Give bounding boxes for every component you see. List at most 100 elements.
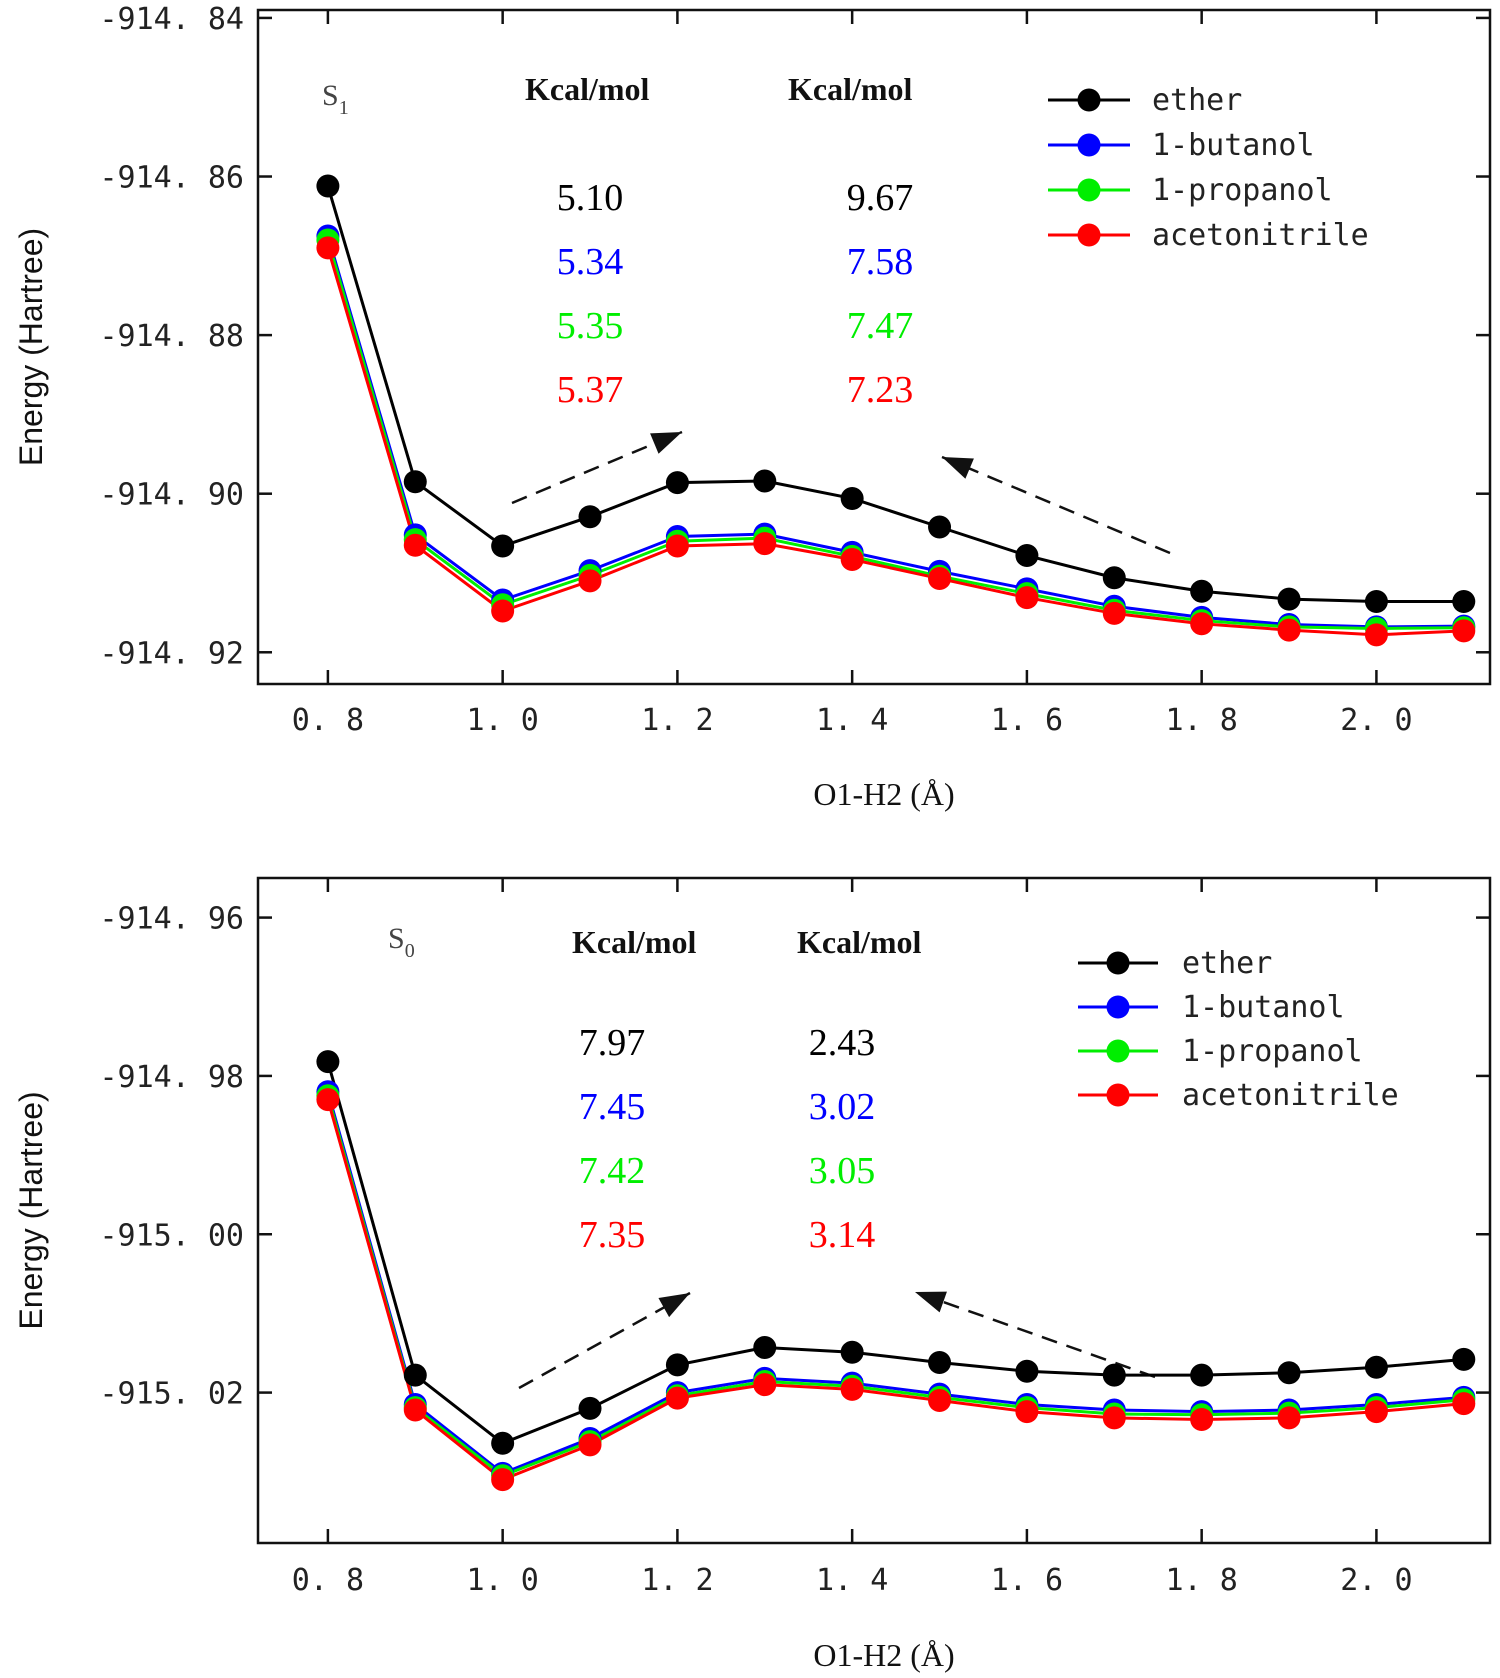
s1-series-line-ether <box>326 185 1464 604</box>
s0-legend-marker <box>1106 995 1130 1019</box>
s0-point-ether <box>1015 1359 1039 1383</box>
s0-y-tick-label: -914. 96 <box>100 902 245 937</box>
s0-series-line-1-propanol <box>326 1095 1464 1478</box>
s0-panel: -915. 02 -915. 00 -914. 98 -914. 96 0. 8 1. 0… <box>0 860 1500 1678</box>
s1-legend-marker <box>1077 223 1101 247</box>
s0-point-acetonitrile <box>665 1386 689 1410</box>
s0-barrier-left-value: 7.97 <box>579 1022 646 1064</box>
s1-point-acetonitrile <box>1277 618 1301 642</box>
s0-point-ether <box>1452 1347 1476 1371</box>
s1-x-tick-label: 0. 8 <box>292 703 364 738</box>
s0-point-acetonitrile <box>1364 1400 1388 1424</box>
s1-x-tick-label: 1. 8 <box>1166 703 1238 738</box>
s1-point-acetonitrile <box>928 567 952 591</box>
s1-legend-label: ether <box>1152 83 1242 118</box>
s0-point-acetonitrile <box>491 1468 515 1492</box>
s0-legend-label: 1-propanol <box>1182 1034 1363 1069</box>
s0-series-line-acetonitrile <box>326 1099 1464 1482</box>
s0-series-line-ether <box>326 1061 1464 1445</box>
s0-legend-label: ether <box>1182 946 1272 981</box>
s1-point-ether <box>316 174 340 198</box>
s0-x-tick-label: 1. 8 <box>1166 1563 1238 1598</box>
s1-point-acetonitrile <box>753 532 777 556</box>
s0-x-tick-label: 0. 8 <box>292 1563 364 1598</box>
s1-x-tick-label: 1. 2 <box>641 703 713 738</box>
s1-point-acetonitrile <box>316 236 340 260</box>
s1-point-acetonitrile <box>840 548 864 572</box>
s1-point-acetonitrile <box>1364 623 1388 647</box>
s1-point-ether <box>1102 566 1126 590</box>
s0-point-ether <box>840 1340 864 1364</box>
s1-plot-frame <box>256 8 1492 686</box>
s1-point-ether <box>840 486 864 510</box>
s1-y-tick-label: -914. 92 <box>100 636 245 671</box>
s1-point-acetonitrile <box>578 569 602 593</box>
s1-legend-marker <box>1077 133 1101 157</box>
s0-point-acetonitrile <box>316 1088 340 1112</box>
s1-barrier-left-value: 5.10 <box>557 177 624 219</box>
s1-legend-label: acetonitrile <box>1152 218 1369 253</box>
s1-y-tick-label: -914. 86 <box>100 161 245 196</box>
s1-legend-label: 1-propanol <box>1152 173 1333 208</box>
s1-point-ether <box>491 534 515 558</box>
s1-point-ether <box>403 470 427 494</box>
s0-dashed-arrow-head <box>658 1293 690 1318</box>
s1-point-acetonitrile <box>491 599 515 623</box>
s0-point-ether <box>1190 1363 1214 1387</box>
s0-point-ether <box>403 1363 427 1387</box>
s1-barrier-right-value: 9.67 <box>847 177 914 219</box>
s0-legend-marker <box>1106 1039 1130 1063</box>
s0-point-acetonitrile <box>1452 1392 1476 1416</box>
s1-barrier-left-value: 5.35 <box>557 305 624 347</box>
s1-y-axis-title: Energy (Hartree) <box>13 228 49 466</box>
s1-point-acetonitrile <box>665 534 689 558</box>
s1-x-tick-label: 1. 6 <box>991 703 1063 738</box>
s0-point-ether <box>1364 1355 1388 1379</box>
s1-state-subscript: 1 <box>339 97 349 119</box>
s1-point-ether <box>665 471 689 495</box>
s1-x-tick-label: 1. 4 <box>816 703 888 738</box>
s0-point-acetonitrile <box>1015 1400 1039 1424</box>
s1-x-tick-label: 2. 0 <box>1340 703 1412 738</box>
s1-series-line-1-butanol <box>326 235 1464 629</box>
s0-point-ether <box>1102 1363 1126 1387</box>
s1-dashed-arrow-line <box>511 430 683 505</box>
s0-dashed-arrow-head <box>915 1291 947 1313</box>
s0-unit-right: Kcal/mol <box>797 924 922 960</box>
s1-barrier-right-value: 7.23 <box>847 369 914 411</box>
s0-x-tick-label: 1. 0 <box>467 1563 539 1598</box>
s1-state-label: S1 <box>322 79 349 119</box>
s0-point-acetonitrile <box>1277 1406 1301 1430</box>
s0-point-ether <box>316 1050 340 1074</box>
s1-unit-left: Kcal/mol <box>525 71 650 107</box>
s0-legend-marker <box>1106 951 1130 975</box>
s1-dashed-arrow-head <box>942 457 974 479</box>
s1-state-letter: S <box>322 79 339 112</box>
s0-barrier-right-value: 3.02 <box>809 1086 876 1128</box>
s1-barrier-left-value: 5.34 <box>557 241 624 283</box>
s0-x-tick-label: 2. 0 <box>1340 1563 1412 1598</box>
s1-barrier-left-value: 5.37 <box>557 369 624 411</box>
s1-point-ether <box>1277 587 1301 611</box>
s0-legend-marker <box>1106 1083 1130 1107</box>
s1-x-axis-title: O1-H2 (Å) <box>813 776 954 812</box>
s1-point-acetonitrile <box>1102 601 1126 625</box>
s1-dashed-arrow-head <box>650 432 682 454</box>
s0-state-letter: S <box>388 922 405 955</box>
s1-y-tick-label: -914. 88 <box>100 319 245 354</box>
s0-y-tick-label: -914. 98 <box>100 1060 245 1095</box>
s0-point-acetonitrile <box>928 1389 952 1412</box>
s0-point-ether <box>665 1353 689 1377</box>
s1-point-acetonitrile <box>1015 586 1039 610</box>
s1-dashed-arrow-line <box>941 455 1171 555</box>
s0-x-tick-label: 1. 2 <box>641 1563 713 1598</box>
s1-point-acetonitrile <box>1452 619 1476 643</box>
s0-point-ether <box>753 1335 777 1359</box>
s0-barrier-left-value: 7.35 <box>579 1214 646 1256</box>
s0-y-tick-label: -915. 02 <box>100 1377 245 1412</box>
s0-unit-left: Kcal/mol <box>572 924 697 960</box>
s1-x-tick-label: 1. 0 <box>467 703 539 738</box>
s0-series-line-1-butanol <box>326 1091 1464 1476</box>
s0-barrier-right-value: 3.14 <box>809 1214 876 1256</box>
s1-legend-marker <box>1077 88 1101 112</box>
